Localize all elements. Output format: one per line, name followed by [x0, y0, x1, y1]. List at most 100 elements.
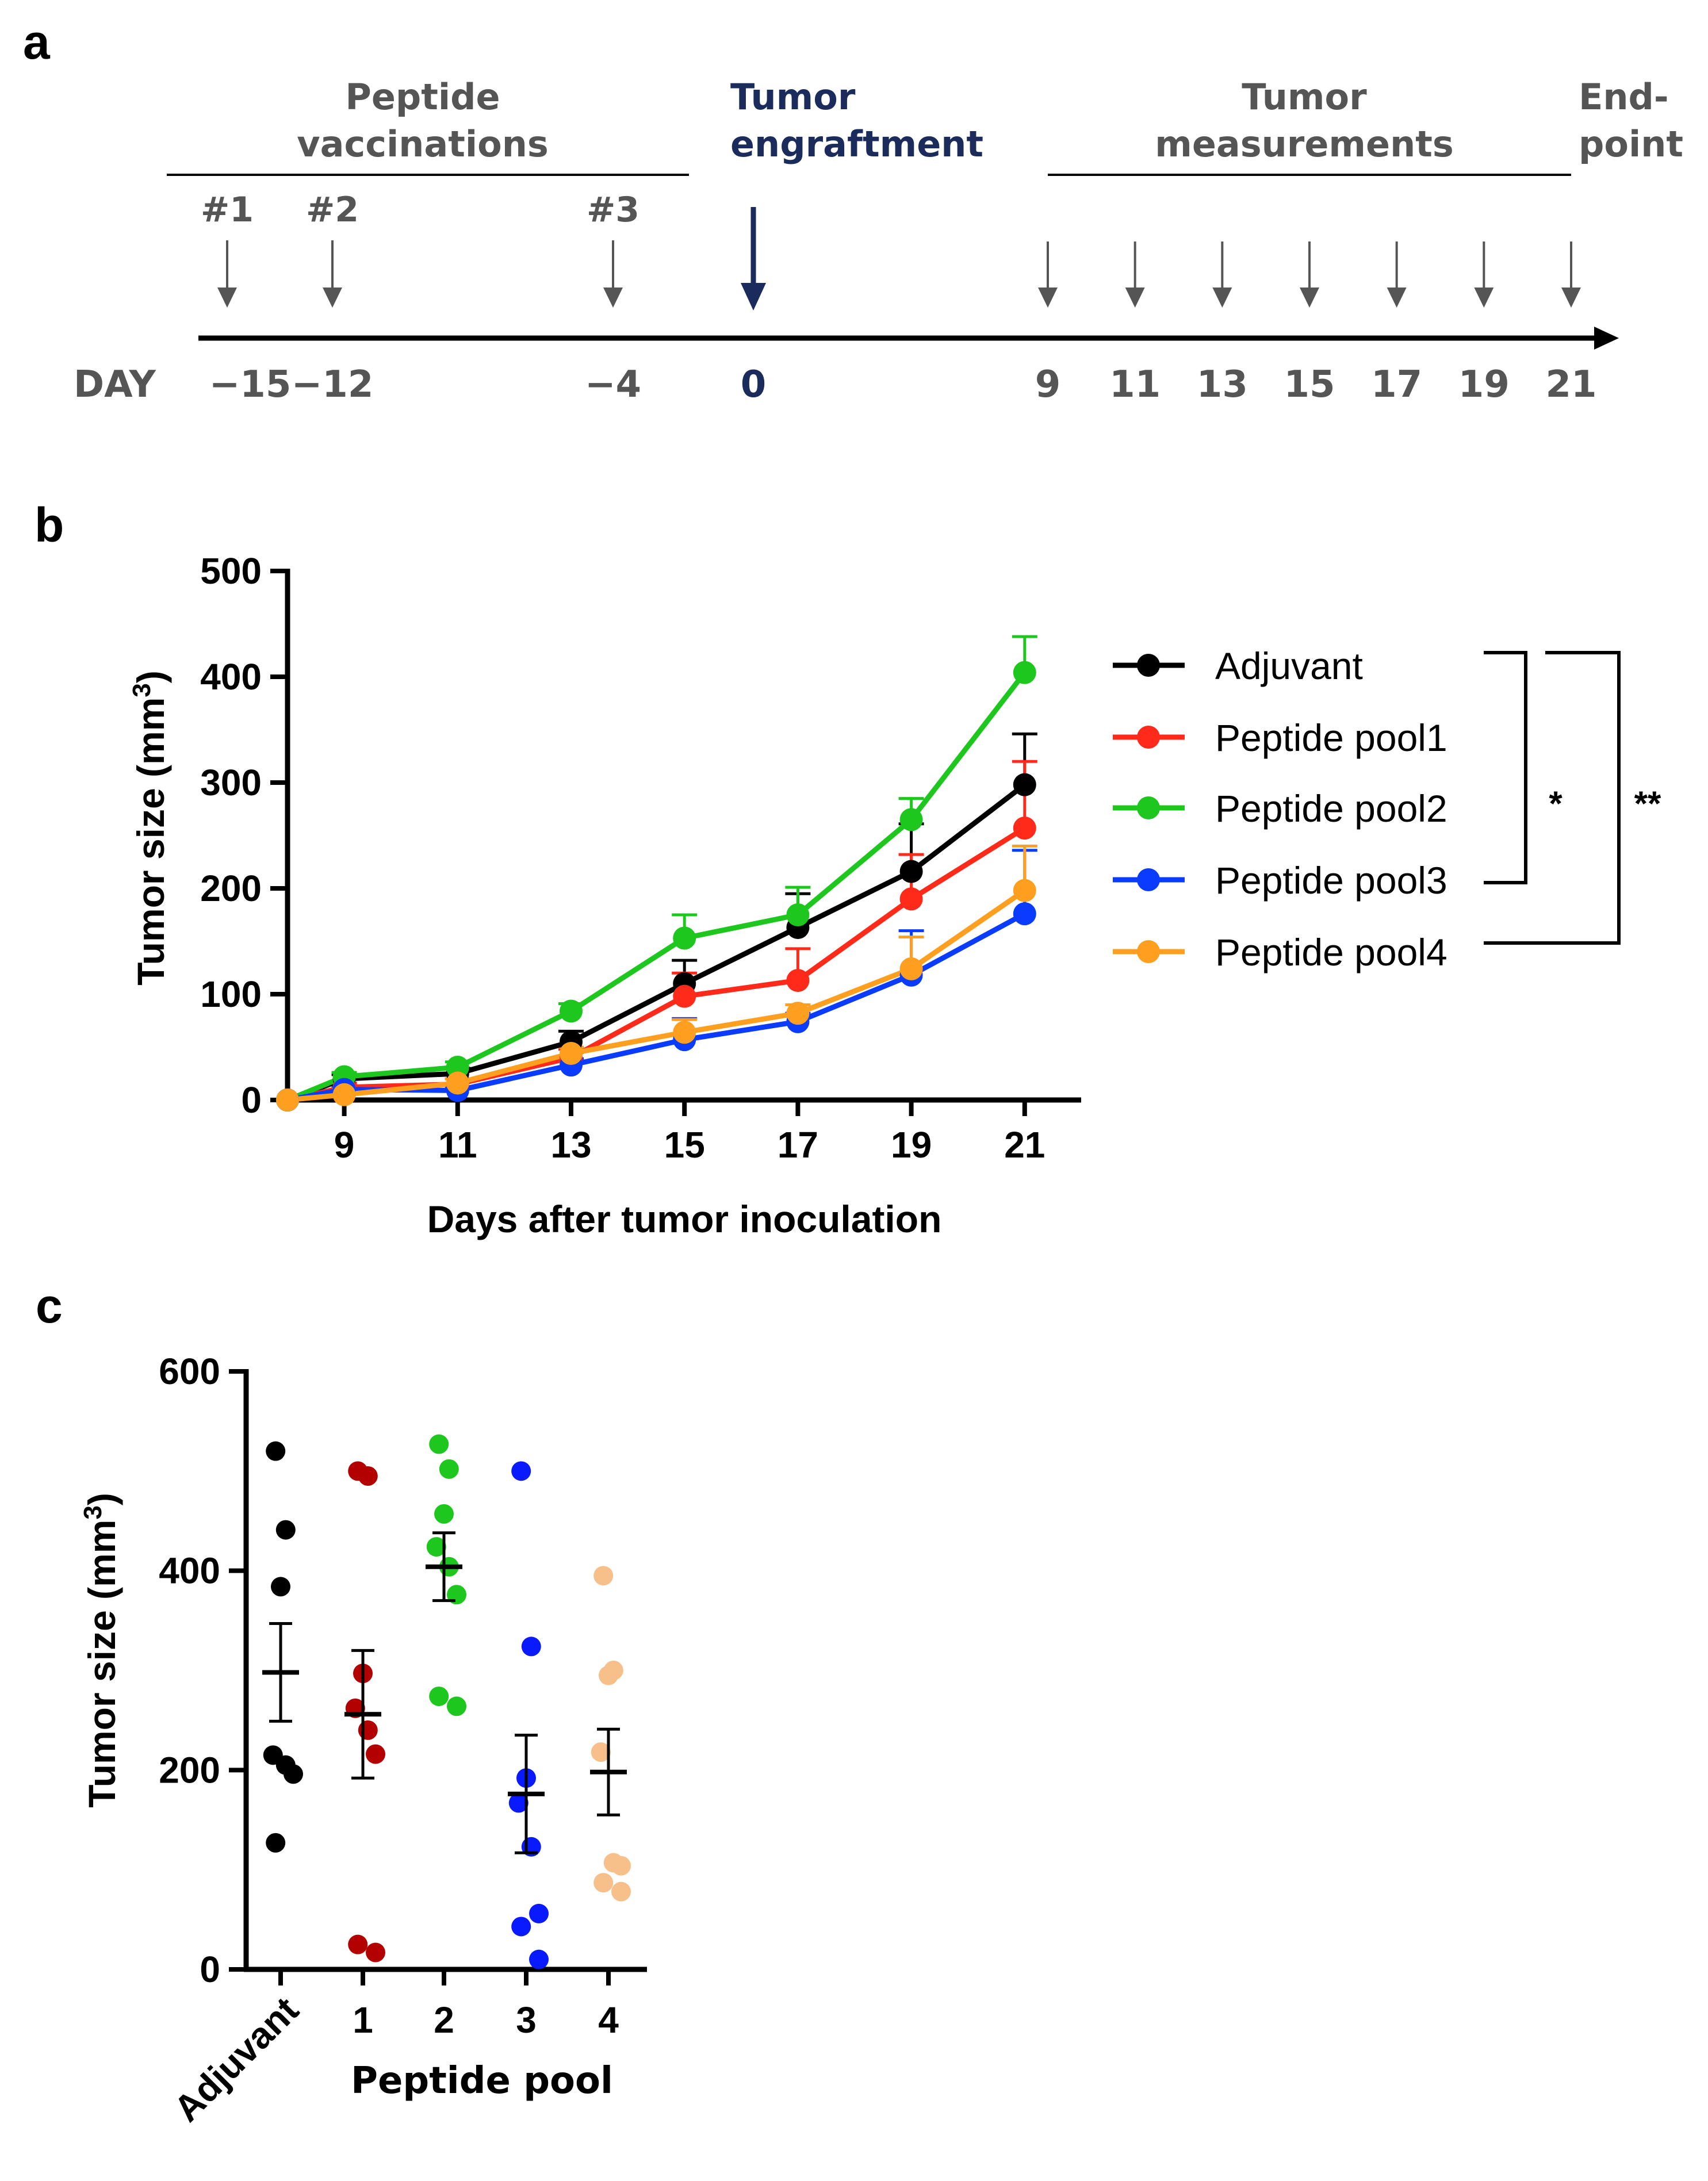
measurement-day: 11 — [1109, 363, 1161, 406]
data-point — [446, 1055, 469, 1079]
vaccination-heading-line1: Peptide — [345, 76, 500, 118]
legend-label: Peptide pool2 — [1215, 787, 1447, 830]
measurement-arrow-icon — [1125, 288, 1145, 308]
data-point — [1013, 661, 1036, 684]
data-point — [434, 1504, 454, 1524]
data-point — [899, 860, 923, 883]
data-point — [366, 1942, 385, 1962]
measurement-day: 15 — [1284, 363, 1335, 406]
measurement-arrow-icon — [1038, 288, 1058, 308]
panel-letter-a: a — [23, 15, 51, 69]
data-point — [899, 808, 923, 831]
series-line — [286, 670, 1027, 1103]
dot-plot-y-axis-title: Tumor size (mm3) — [79, 1493, 124, 1808]
legend-swatch-marker — [1137, 726, 1160, 749]
data-point — [673, 1021, 696, 1044]
line-chart-y-tick-label: 300 — [200, 762, 262, 803]
series-line — [286, 783, 1027, 1103]
line-chart-x-tick-label: 19 — [891, 1124, 932, 1166]
line-chart-x-tick-label: 17 — [778, 1124, 818, 1166]
legend-swatch-marker — [1137, 796, 1160, 819]
dot-plot-x-tick-label: 1 — [353, 1999, 373, 2041]
data-point — [899, 887, 923, 911]
data-point — [429, 1434, 449, 1454]
series-line — [287, 888, 1027, 1103]
measurement-heading-line1: Tumor — [1242, 76, 1367, 118]
vaccination-day: −4 — [585, 363, 641, 406]
significance-bracket-1 — [1484, 651, 1527, 884]
data-point — [591, 1742, 611, 1762]
measurement-day: 13 — [1197, 363, 1248, 406]
line-chart-x-tick-label: 21 — [1004, 1124, 1045, 1166]
data-point — [426, 1537, 446, 1557]
data-point — [593, 1873, 614, 1893]
line-chart-y-axis-title: Tumor size (mm3) — [128, 670, 173, 986]
data-point — [673, 984, 696, 1008]
data-point — [593, 1566, 614, 1586]
data-point — [358, 1466, 378, 1486]
line-chart-y-tick-label: 200 — [200, 868, 262, 909]
data-point — [366, 1744, 385, 1764]
data-point — [786, 1002, 810, 1025]
dot-plot-x-tick-label: 4 — [598, 1999, 619, 2041]
data-point — [521, 1636, 541, 1657]
vaccination-number: #1 — [201, 190, 254, 230]
timeline-marks: #1 −15 #2 −12 #3 −4 0 9 11 13 15 17 19 21 — [201, 190, 1597, 406]
significance-bracket-2 — [1484, 651, 1621, 945]
line-chart-y-tick-label: 400 — [200, 656, 262, 697]
legend-label: Peptide pool1 — [1215, 716, 1447, 759]
data-point — [348, 1934, 368, 1954]
line-chart-x-tick-label: 13 — [550, 1124, 591, 1166]
data-point — [529, 1949, 549, 1969]
legend-label: Peptide pool4 — [1215, 931, 1447, 973]
data-point — [1013, 902, 1036, 926]
line-chart-x-tick-label: 11 — [438, 1124, 477, 1166]
legend-swatch-marker — [1137, 868, 1160, 891]
dot-plot-x-tick-label: 2 — [434, 1999, 454, 2041]
data-point — [271, 1577, 290, 1597]
data-point — [899, 957, 923, 980]
vaccination-day: −15 — [209, 363, 292, 406]
line-chart-x-axis-title: Days after tumor inoculation — [427, 1198, 942, 1240]
line-chart-y-tick-label: 0 — [241, 1079, 262, 1121]
data-point — [1013, 817, 1036, 840]
line-chart-y-tick-label: 500 — [200, 550, 262, 592]
dot-plot-y-tick-label: 0 — [200, 1949, 220, 1990]
legend-label: Peptide pool3 — [1215, 859, 1447, 902]
data-point — [560, 999, 583, 1023]
significance-brackets: * ** — [1484, 651, 1661, 945]
measurement-arrow-icon — [1561, 288, 1581, 308]
vaccination-heading-line2: vaccinations — [297, 123, 549, 165]
dot-plot-plot: 0 200 400 600 Adjuvant 1 2 3 4 — [159, 1351, 647, 2129]
vaccination-number: #3 — [587, 190, 639, 230]
data-point — [358, 1720, 378, 1740]
data-point — [1013, 879, 1036, 902]
measurement-day: 19 — [1458, 363, 1510, 406]
endpoint-heading-line2: point — [1579, 123, 1683, 165]
dot-plot-y-tick-label: 600 — [159, 1351, 220, 1392]
data-point — [786, 903, 810, 926]
data-point — [511, 1461, 531, 1481]
data-point — [439, 1459, 459, 1479]
vaccination-day: −12 — [292, 363, 374, 406]
vaccination-number: #2 — [306, 190, 359, 230]
data-point — [560, 1042, 583, 1065]
data-point — [529, 1903, 549, 1923]
significance-label-2: ** — [1634, 784, 1661, 823]
data-point — [276, 1088, 299, 1111]
day-label: DAY — [74, 363, 156, 406]
endpoint-heading-line1: End- — [1579, 76, 1669, 118]
data-point — [611, 1881, 631, 1902]
line-chart-plot: 0 100 200 300 400 500 9 11 13 15 17 19 21 — [200, 550, 1081, 1166]
data-point — [266, 1833, 286, 1853]
timeline-panel: Peptide vaccinations Tumor engraftment T… — [74, 76, 1683, 406]
line-chart-legend: Adjuvant Peptide pool1 Peptide pool2 Peptid… — [1113, 645, 1447, 973]
data-point — [446, 1071, 469, 1095]
line-chart-panel: 0 100 200 300 400 500 9 11 13 15 17 19 21 Days after… — [128, 550, 1661, 1240]
measurement-heading-line2: measurements — [1155, 123, 1454, 165]
data-point — [673, 926, 696, 950]
measurement-day: 17 — [1371, 363, 1422, 406]
measurement-day: 9 — [1035, 363, 1061, 406]
data-point — [284, 1764, 303, 1784]
